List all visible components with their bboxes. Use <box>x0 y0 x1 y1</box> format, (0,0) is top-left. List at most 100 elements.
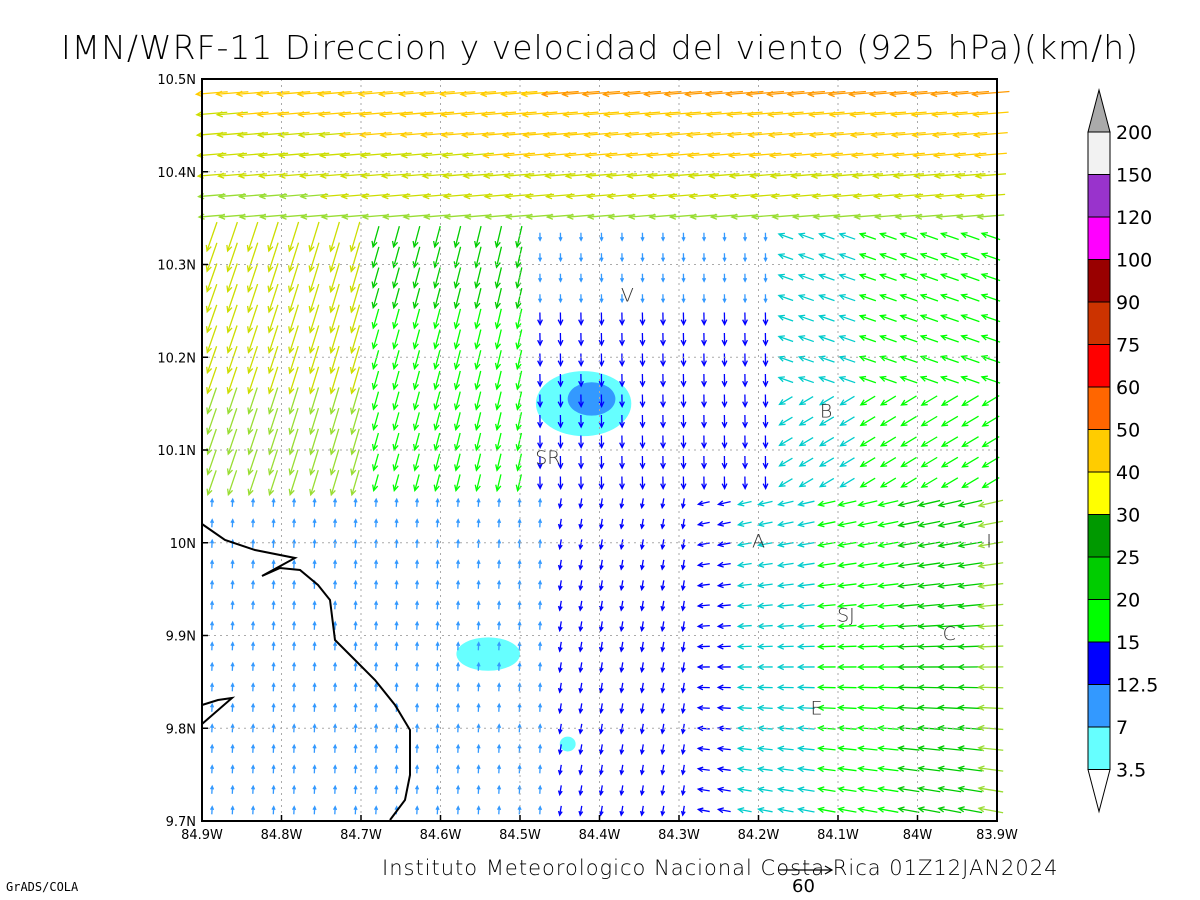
wind-vector <box>899 232 918 241</box>
wind-vector <box>271 538 276 548</box>
wind-vector <box>920 415 938 427</box>
wind-vector <box>371 288 380 310</box>
wind-vector <box>291 559 297 569</box>
wind-vector <box>660 394 666 409</box>
wind-vector <box>578 232 584 242</box>
wind-vector <box>639 559 645 571</box>
wind-vector <box>332 641 338 651</box>
wind-vector <box>940 415 959 427</box>
wind-vector <box>937 623 962 630</box>
wind-vector <box>818 436 835 447</box>
wind-vector <box>818 477 835 488</box>
wind-vector <box>664 111 702 118</box>
wind-vector <box>957 562 983 569</box>
shaded-area-3 <box>559 736 576 752</box>
wind-vector <box>329 428 340 456</box>
wind-vector <box>680 744 686 756</box>
wind-vector <box>696 746 710 752</box>
wind-vector <box>230 600 235 610</box>
wind-vector <box>639 621 645 633</box>
wind-vector <box>557 805 563 817</box>
wind-vector <box>299 213 328 220</box>
wind-vector <box>777 376 794 384</box>
wind-vector <box>584 152 618 159</box>
wind-vector <box>791 213 820 220</box>
wind-vector <box>353 661 358 671</box>
wind-vector <box>578 253 584 263</box>
wind-vector <box>205 242 218 273</box>
wind-vector <box>440 131 475 139</box>
wind-vector <box>767 131 803 139</box>
wind-vector <box>291 538 297 548</box>
wind-vector <box>312 661 317 671</box>
wind-vector <box>461 152 494 159</box>
wind-vector <box>639 498 645 510</box>
wind-vector <box>515 391 523 411</box>
wind-vector <box>379 131 413 139</box>
wind-vector <box>250 497 256 507</box>
wind-vector <box>722 294 727 304</box>
wind-vector <box>414 538 420 548</box>
wind-vector <box>371 308 380 330</box>
wind-vector <box>721 476 728 491</box>
wind-vector <box>357 90 393 98</box>
wind-vector <box>817 561 836 569</box>
wind-vector <box>247 408 258 436</box>
wind-vector <box>877 562 899 569</box>
wind-vector <box>557 373 564 388</box>
city-label-sj: SJ <box>837 605 855 627</box>
wind-vector <box>433 288 441 310</box>
wind-vector <box>879 416 897 427</box>
wind-speed-shading <box>456 371 632 752</box>
wind-vector <box>879 355 897 363</box>
wind-vector <box>578 785 584 797</box>
colorbar-label: 12.5 <box>1116 675 1158 697</box>
wind-vector <box>736 745 752 753</box>
wind-vector <box>911 131 947 139</box>
lat-tick-label: 10.1N <box>157 444 196 459</box>
coastline-gulf <box>201 523 411 821</box>
wind-vector <box>226 408 238 436</box>
wind-vector <box>696 643 710 650</box>
wind-vector <box>353 784 358 794</box>
wind-vector <box>776 786 794 793</box>
wind-vector <box>578 682 584 694</box>
colorbar-box <box>1087 556 1111 600</box>
wind-vector <box>640 232 645 242</box>
wind-vector <box>762 373 769 388</box>
colorbar-top-triangle <box>1087 88 1111 133</box>
wind-vector <box>250 743 256 753</box>
wind-vector <box>619 518 625 530</box>
wind-vector <box>960 273 980 282</box>
wind-vector <box>537 682 543 692</box>
wind-vector <box>917 602 941 610</box>
wind-vector <box>517 682 522 692</box>
wind-vector <box>557 414 564 429</box>
lat-tick-label: 10N <box>170 537 196 552</box>
wind-vector <box>796 561 815 569</box>
wind-vector <box>349 283 361 314</box>
wind-vector <box>817 806 836 814</box>
wind-vector <box>515 474 523 493</box>
wind-vector <box>756 602 773 609</box>
wind-vector <box>250 641 256 651</box>
wind-vector <box>660 476 666 491</box>
wind-vector <box>977 643 1004 650</box>
wind-vector <box>816 643 836 650</box>
wind-vector <box>701 353 707 368</box>
wind-vector <box>537 805 543 815</box>
wind-vector <box>598 641 604 653</box>
wind-vector <box>474 267 482 289</box>
wind-vector <box>209 620 215 630</box>
wind-vector <box>877 520 899 528</box>
wind-vector <box>392 432 400 452</box>
wind-vector <box>900 456 917 468</box>
wind-vector <box>373 559 379 569</box>
wind-vector <box>332 579 338 589</box>
wind-vector <box>716 663 731 671</box>
wind-vector <box>494 370 502 391</box>
wind-vector <box>598 662 604 674</box>
wind-vector <box>288 325 299 355</box>
colorbar-label: 40 <box>1116 462 1140 484</box>
wind-vector <box>250 620 256 630</box>
